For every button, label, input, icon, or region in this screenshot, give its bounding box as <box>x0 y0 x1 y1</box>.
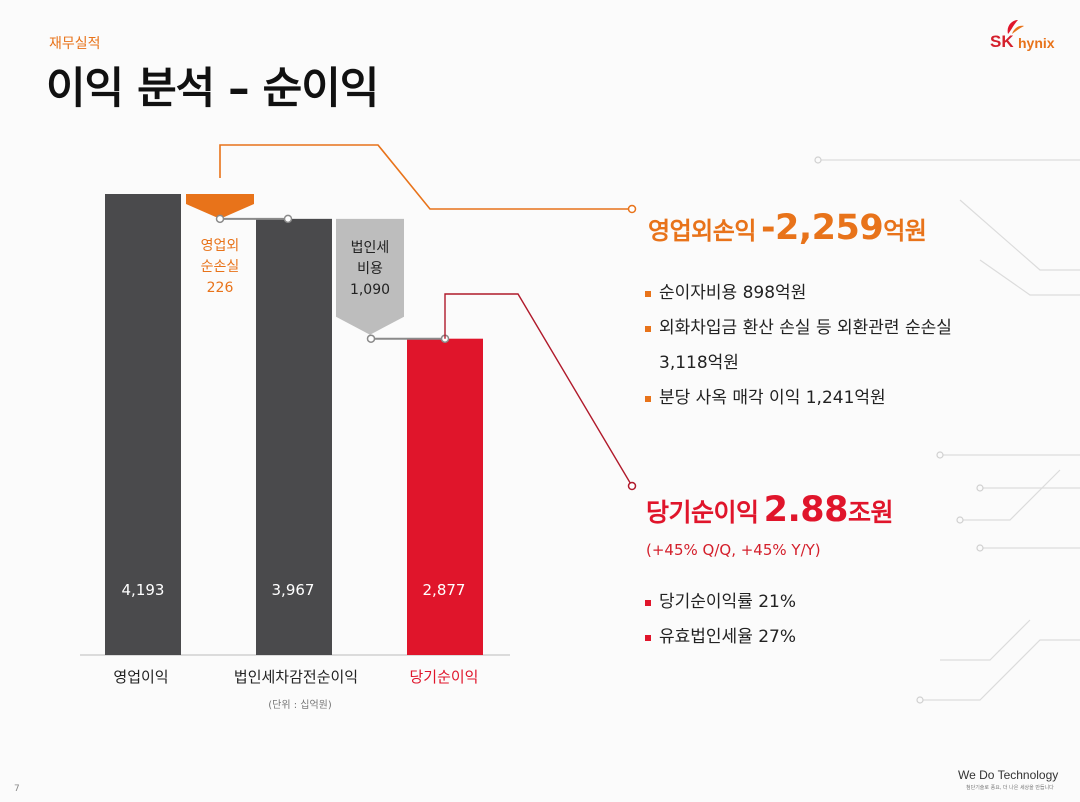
brand-slogan: We Do Technology <box>958 768 1059 782</box>
list-item: 당기순이익률 21% <box>643 585 796 620</box>
unit-note: (단위 : 십억원) <box>268 700 332 711</box>
logo-petal-icon <box>1007 20 1024 34</box>
net-growth-note: (+45% Q/Q, +45% Y/Y) <box>646 541 821 559</box>
list-item: 순이자비용 898억원 <box>643 276 952 311</box>
list-item: 분당 사옥 매각 이익 1,241억원 <box>643 381 952 416</box>
page-title: 이익 분석 – 순이익 <box>46 64 379 114</box>
bullet-text: 순이자비용 898억원 <box>659 283 807 303</box>
logo-sk-text: SK <box>990 32 1014 51</box>
delta-label-line: 비용 <box>357 261 383 277</box>
delta-label-line: 법인세 <box>350 240 390 256</box>
section-label: 재무실적 <box>49 36 101 52</box>
delta-label-line: 순손실 <box>200 259 240 275</box>
bar-value-label: 3,967 <box>271 581 315 599</box>
bullet-text: 당기순이익률 21% <box>659 592 797 612</box>
list-item: 유효법인세율 27% <box>643 620 796 655</box>
category-label: 당기순이익 <box>409 668 479 686</box>
delta-label-line: 1,090 <box>349 282 391 298</box>
page-number: 7 <box>14 784 20 794</box>
logo-hynix-text: hynix <box>1018 35 1055 51</box>
callout-line <box>219 144 632 210</box>
connector-dot <box>366 334 376 343</box>
callout-dot <box>627 204 637 214</box>
nonop-value: -2,259 <box>760 208 884 248</box>
bullet-square-icon <box>645 326 651 332</box>
category-label: 법인세차감전순이익 <box>233 668 359 686</box>
bullet-text: 유효법인세율 27% <box>659 627 797 647</box>
delta-label-nonop: 영업외 순손실 226 <box>180 236 260 299</box>
delta-bar <box>186 194 254 219</box>
bullet-text: 외화차입금 환산 손실 등 외환관련 순손실 <box>659 318 952 338</box>
brand-subtitle: 첨단기술로 풍요, 더 나은 세상을 만듭니다 <box>966 785 1054 791</box>
category-label: 영업이익 <box>113 668 169 686</box>
bar-value-label: 2,877 <box>422 581 466 599</box>
bullet-square-icon <box>645 291 651 297</box>
nonop-bullets: 순이자비용 898억원 외화차입금 환산 손실 등 외환관련 순손실 3,118… <box>643 276 952 416</box>
connector-dot <box>215 214 225 224</box>
delta-label-line: 226 <box>206 280 234 296</box>
callout-dot <box>627 481 637 491</box>
bar <box>407 338 483 655</box>
bullet-text: 분당 사옥 매각 이익 1,241억원 <box>659 388 886 408</box>
net-label: 당기순이익 <box>646 498 759 527</box>
callout-line <box>444 293 633 487</box>
bar <box>256 218 332 656</box>
bullet-square-icon <box>645 396 651 402</box>
bullet-square-icon <box>645 635 651 641</box>
nonop-unit: 억원 <box>883 217 927 245</box>
net-unit: 조원 <box>847 498 894 527</box>
list-item: 외화차입금 환산 손실 등 외환관련 순손실 3,118억원 <box>643 311 952 381</box>
nonop-label: 영업외손익 <box>648 217 756 245</box>
bar-value-label: 4,193 <box>121 581 165 599</box>
delta-label-tax: 법인세 비용 1,090 <box>330 238 410 301</box>
bullet-square-icon <box>645 600 651 606</box>
net-value: 2.88 <box>763 490 849 530</box>
sk-hynix-logo: SK hynix <box>990 18 1070 60</box>
delta-bar <box>336 218 404 335</box>
bullet-text: 3,118억원 <box>659 353 739 373</box>
net-bullets: 당기순이익률 21% 유효법인세율 27% <box>643 585 796 655</box>
net-heading: 당기순이익 2.88조원 <box>646 490 893 530</box>
connector-dot <box>283 214 293 224</box>
delta-label-line: 영업외 <box>200 238 240 254</box>
nonop-heading: 영업외손익 -2,259억원 <box>648 208 927 248</box>
bar <box>105 194 181 655</box>
